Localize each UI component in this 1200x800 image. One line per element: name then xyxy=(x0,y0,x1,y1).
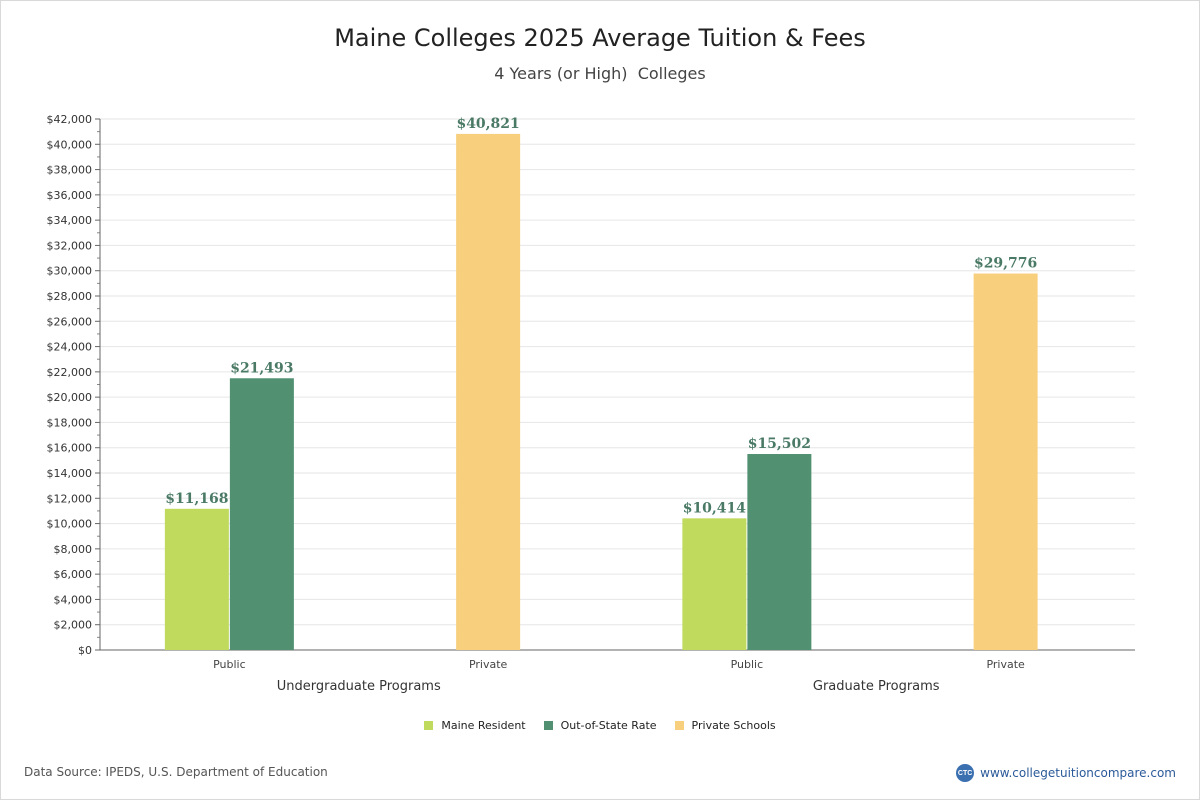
y-tick-label: $26,000 xyxy=(47,315,93,328)
y-tick-label: $0 xyxy=(78,644,92,657)
legend-swatch-out-of-state xyxy=(543,721,553,730)
y-tick-label: $40,000 xyxy=(47,138,93,151)
y-tick-label: $2,000 xyxy=(54,619,93,632)
legend-label-out-of-state: Out-of-State Rate xyxy=(560,719,657,732)
y-tick-label: $16,000 xyxy=(47,442,93,455)
legend: Maine Resident Out-of-State Rate Private… xyxy=(0,719,1200,732)
y-tick-label: $22,000 xyxy=(47,366,93,379)
legend-swatch-maine-resident xyxy=(424,721,434,730)
brand-logo-icon: CTC xyxy=(956,764,975,782)
brand-link[interactable]: CTC www.collegetuitioncompare.com xyxy=(956,764,1176,782)
data-label: $40,821 xyxy=(456,116,519,132)
y-tick-label: $12,000 xyxy=(47,492,93,505)
chart-subtitle: 4 Years (or High) Colleges xyxy=(494,64,706,83)
data-label: $11,168 xyxy=(165,491,228,507)
y-tick-label: $6,000 xyxy=(54,568,93,581)
data-source: Data Source: IPEDS, U.S. Department of E… xyxy=(24,765,328,779)
bar-out-of-state-rate xyxy=(229,378,294,650)
category-label: Public xyxy=(213,658,246,671)
legend-item-out-of-state[interactable]: Out-of-State Rate xyxy=(543,719,657,732)
legend-label-private-schools: Private Schools xyxy=(691,719,776,732)
y-tick-label: $34,000 xyxy=(47,214,93,227)
data-label: $15,502 xyxy=(748,436,811,452)
y-tick-label: $18,000 xyxy=(47,416,93,429)
bar-private-schools xyxy=(973,273,1038,650)
bar-maine-resident xyxy=(164,508,229,650)
group-label: Undergraduate Programs xyxy=(277,679,441,694)
y-tick-label: $10,000 xyxy=(47,518,93,531)
y-tick-label: $8,000 xyxy=(54,543,93,556)
brand-url: www.collegetuitioncompare.com xyxy=(980,766,1176,780)
bar-private-schools xyxy=(456,133,521,650)
legend-item-maine-resident[interactable]: Maine Resident xyxy=(424,719,526,732)
category-label: Private xyxy=(469,658,508,671)
bar-out-of-state-rate xyxy=(747,454,812,650)
chart-title: Maine Colleges 2025 Average Tuition & Fe… xyxy=(334,24,866,52)
y-tick-label: $20,000 xyxy=(47,391,93,404)
y-tick-label: $28,000 xyxy=(47,290,93,303)
y-tick-label: $36,000 xyxy=(47,189,93,202)
group-label: Graduate Programs xyxy=(813,679,940,694)
category-label: Private xyxy=(986,658,1025,671)
bar-maine-resident xyxy=(682,518,747,650)
legend-label-maine-resident: Maine Resident xyxy=(441,719,526,732)
category-label: Public xyxy=(731,658,764,671)
legend-swatch-private-schools xyxy=(674,721,684,730)
y-tick-label: $24,000 xyxy=(47,341,93,354)
data-label: $21,493 xyxy=(230,360,293,376)
y-tick-label: $30,000 xyxy=(47,265,93,278)
y-tick-label: $32,000 xyxy=(47,239,93,252)
data-label: $29,776 xyxy=(974,256,1037,272)
y-tick-label: $38,000 xyxy=(47,164,93,177)
data-label: $10,414 xyxy=(683,500,747,516)
y-tick-label: $14,000 xyxy=(47,467,93,480)
y-tick-label: $4,000 xyxy=(54,593,93,606)
y-tick-label: $42,000 xyxy=(47,113,93,126)
legend-item-private-schools[interactable]: Private Schools xyxy=(674,719,776,732)
